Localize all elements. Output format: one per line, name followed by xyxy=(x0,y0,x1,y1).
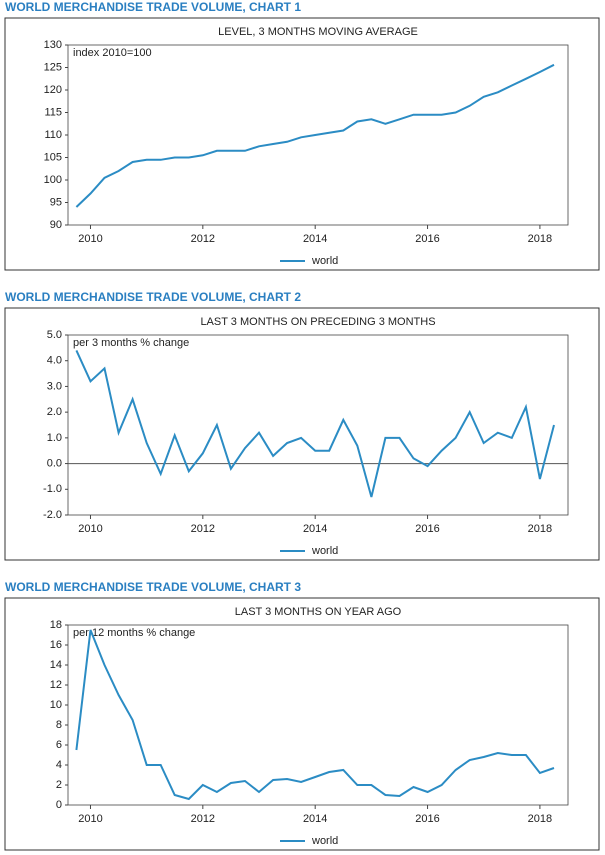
x-tick-label: 2010 xyxy=(78,813,102,825)
data-line xyxy=(75,349,555,498)
x-tick-label: 2010 xyxy=(78,523,102,535)
y-tick-label: 120 xyxy=(44,84,62,96)
y-tick-label: 12 xyxy=(50,679,62,691)
chart-subtitle: LAST 3 MONTHS ON YEAR AGO xyxy=(235,606,402,618)
plot-frame xyxy=(67,624,569,806)
x-tick-label: 2012 xyxy=(191,813,215,825)
y-tick-label: 0.0 xyxy=(47,457,62,469)
y-tick-label: 10 xyxy=(50,699,62,711)
y-tick-label: 3.0 xyxy=(47,380,62,392)
y-tick-label: 115 xyxy=(44,106,62,118)
y-tick-label: 6 xyxy=(56,739,62,751)
data-line xyxy=(75,63,555,208)
x-tick-label: 2018 xyxy=(528,233,552,245)
y-tick-label: 110 xyxy=(44,129,62,141)
y-tick-label: 105 xyxy=(44,151,62,163)
x-tick-label: 2018 xyxy=(528,813,552,825)
panel-heading: WORLD MERCHANDISE TRADE VOLUME, CHART 2 xyxy=(5,290,301,304)
y-tick-label: -1.0 xyxy=(43,483,62,495)
panel-heading: WORLD MERCHANDISE TRADE VOLUME, CHART 1 xyxy=(5,0,301,14)
panel-frame xyxy=(4,307,600,561)
annotation: index 2010=100 xyxy=(73,47,152,59)
panel-frame xyxy=(4,597,600,851)
y-tick-label: 90 xyxy=(50,219,62,231)
plot-frame xyxy=(67,334,569,516)
y-tick-label: 5.0 xyxy=(47,329,62,341)
annotation: per 12 months % change xyxy=(73,627,195,639)
x-tick-label: 2010 xyxy=(78,233,102,245)
x-tick-label: 2014 xyxy=(303,813,327,825)
chart-subtitle: LAST 3 MONTHS ON PRECEDING 3 MONTHS xyxy=(200,316,435,328)
y-tick-label: 100 xyxy=(44,174,62,186)
y-tick-label: 4.0 xyxy=(47,355,62,367)
y-tick-label: 2.0 xyxy=(47,406,62,418)
x-tick-label: 2012 xyxy=(191,523,215,535)
y-tick-label: 1.0 xyxy=(47,432,62,444)
x-tick-label: 2014 xyxy=(303,523,327,535)
data-line xyxy=(75,629,555,801)
y-tick-label: 4 xyxy=(56,759,62,771)
panel-frame xyxy=(4,17,600,271)
y-tick-label: 0 xyxy=(56,799,62,811)
x-tick-label: 2018 xyxy=(528,523,552,535)
annotation: per 3 months % change xyxy=(73,337,189,349)
x-tick-label: 2016 xyxy=(415,523,439,535)
y-tick-label: -2.0 xyxy=(43,509,62,521)
panel-heading: WORLD MERCHANDISE TRADE VOLUME, CHART 3 xyxy=(5,580,301,594)
x-tick-label: 2016 xyxy=(415,813,439,825)
y-tick-label: 130 xyxy=(44,39,62,51)
y-tick-label: 2 xyxy=(56,779,62,791)
legend-label: world xyxy=(311,835,338,847)
y-tick-label: 95 xyxy=(50,196,62,208)
y-tick-label: 125 xyxy=(44,61,62,73)
y-tick-label: 8 xyxy=(56,719,62,731)
x-tick-label: 2012 xyxy=(191,233,215,245)
y-tick-label: 14 xyxy=(50,659,62,671)
legend-label: world xyxy=(311,545,338,557)
y-tick-label: 18 xyxy=(50,619,62,631)
y-tick-label: 16 xyxy=(50,639,62,651)
chart-subtitle: LEVEL, 3 MONTHS MOVING AVERAGE xyxy=(218,26,418,38)
x-tick-label: 2014 xyxy=(303,233,327,245)
legend-label: world xyxy=(311,255,338,267)
x-tick-label: 2016 xyxy=(415,233,439,245)
